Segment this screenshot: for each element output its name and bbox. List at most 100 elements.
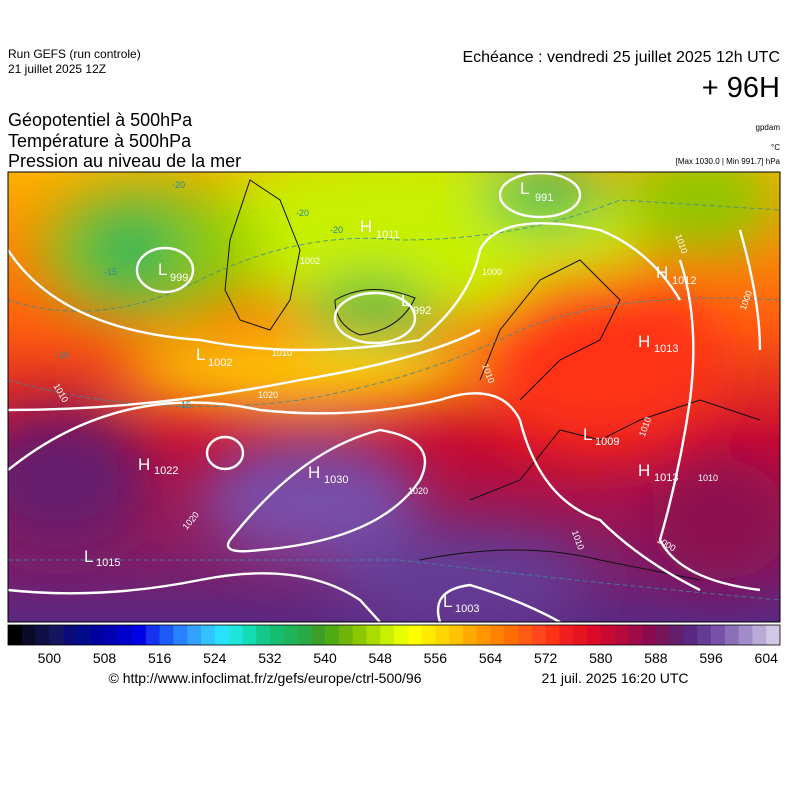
colorbar: 500 508 516 524 532 540 548 556 564 572 580 588 596 6… [7, 624, 781, 666]
pressure-letter: H [638, 461, 650, 480]
colorbar-swatch [600, 625, 615, 645]
colorbar-swatch [187, 625, 202, 645]
colorbar-swatch [159, 625, 174, 645]
pressure-letter: L [84, 547, 93, 566]
colorbar-swatch [421, 625, 436, 645]
run-name: Run GEFS (run controle) [8, 47, 141, 61]
colorbar-swatch [297, 625, 312, 645]
colorbar-swatch [724, 625, 739, 645]
colorbar-swatch [490, 625, 505, 645]
pressure-value: 1015 [96, 557, 120, 569]
temperature-label: -15 [104, 267, 117, 277]
colorbar-swatch [173, 625, 188, 645]
pressure-value: 992 [413, 305, 431, 317]
colorbar-swatch [63, 625, 78, 645]
colorbar-swatch [435, 625, 450, 645]
colorbar-swatch [35, 625, 50, 645]
title: Pression au niveau de la mer [8, 151, 241, 171]
colorbar-swatch [545, 625, 560, 645]
colorbar-swatch [325, 625, 340, 645]
pressure-letter: H [638, 332, 650, 351]
colorbar-swatch [697, 625, 712, 645]
colorbar-swatch [531, 625, 546, 645]
pressure-letter: H [360, 217, 372, 236]
pressure-value: 1003 [455, 603, 479, 615]
pressure-value: 1009 [595, 436, 619, 448]
field-shading [8, 172, 780, 622]
colorbar-swatch [573, 625, 588, 645]
colorbar-swatch [752, 625, 767, 645]
colorbar-tick-label: 540 [313, 650, 337, 666]
colorbar-swatch [449, 625, 464, 645]
pressure-value: 1013 [654, 472, 678, 484]
colorbar-tick-label: 516 [148, 650, 172, 666]
colorbar-swatch [380, 625, 395, 645]
colorbar-tick-label: 556 [424, 650, 448, 666]
isobars [8, 172, 762, 622]
colorbar-swatch [628, 625, 643, 645]
colorbar-swatch [476, 625, 491, 645]
colorbar-swatch [394, 625, 409, 645]
colorbar-swatch [214, 625, 229, 645]
colorbar-tick-label: 532 [258, 650, 282, 666]
pressure-letter: L [196, 345, 205, 364]
colorbar-swatch [338, 625, 353, 645]
pressure-value: 999 [170, 272, 188, 284]
colorbar-swatch [118, 625, 133, 645]
colorbar-tick-label: 564 [479, 650, 503, 666]
colorbar-swatch [683, 625, 698, 645]
unit-pressure: [Max 1030.0 | Min 991.7] hPa [676, 157, 781, 166]
colorbar-swatch [518, 625, 533, 645]
title: Géopotentiel à 500hPa [8, 110, 193, 130]
colorbar-swatch [766, 625, 781, 645]
colorbar-swatch [145, 625, 160, 645]
colorbar-swatch [559, 625, 574, 645]
colorbar-swatch [21, 625, 36, 645]
colorbar-swatch [104, 625, 119, 645]
colorbar-swatch [352, 625, 367, 645]
colorbar-swatch [228, 625, 243, 645]
title: Température à 500hPa [8, 131, 192, 151]
pressure-letter: H [656, 263, 668, 282]
run-date: 21 juillet 2025 12Z [8, 62, 106, 76]
colorbar-tick-label: 588 [644, 650, 668, 666]
isobar-label: 1010 [272, 348, 292, 358]
colorbar-tick-label: 508 [93, 650, 117, 666]
colorbar-swatch [8, 625, 23, 645]
pressure-letter: L [583, 425, 592, 444]
isobar-label: 1010 [698, 473, 718, 483]
source-url: © http://www.infoclimat.fr/z/gefs/europe… [108, 670, 421, 686]
pressure-value: 1002 [208, 357, 232, 369]
colorbar-tick-label: 580 [589, 650, 613, 666]
temperature-label: -10 [56, 350, 69, 360]
isobar-label: 1000 [482, 267, 502, 277]
isobar-label: 1002 [300, 256, 320, 266]
colorbar-swatch [587, 625, 602, 645]
unit-temperature: °C [771, 143, 780, 152]
map-frame [7, 171, 781, 623]
colorbar-tick-label: 548 [369, 650, 393, 666]
temperature-label: -15 [178, 400, 191, 410]
colorbar-swatch [407, 625, 422, 645]
colorbar-swatch [462, 625, 478, 645]
generated-time: 21 juil. 2025 16:20 UTC [541, 670, 688, 686]
pressure-value: 1013 [654, 343, 678, 355]
colorbar-tick-label: 596 [699, 650, 723, 666]
colorbar-swatch [655, 625, 671, 645]
pressure-value: 1030 [324, 474, 348, 486]
colorbar-swatch [269, 625, 285, 645]
colorbar-tick-label: 604 [755, 650, 779, 666]
colorbar-swatch [132, 625, 147, 645]
colorbar-swatch [201, 625, 216, 645]
colorbar-swatch [283, 625, 298, 645]
pressure-value: 1022 [154, 465, 178, 477]
colorbar-tick-label: 572 [534, 650, 558, 666]
colorbar-frame [7, 624, 781, 646]
colorbar-tick-label: 500 [38, 650, 62, 666]
temperature-label: -20 [296, 208, 309, 218]
echeance: Echéance : vendredi 25 juillet 2025 12h … [462, 49, 780, 66]
colorbar-swatch [711, 625, 726, 645]
pressure-value: 1011 [376, 229, 400, 241]
